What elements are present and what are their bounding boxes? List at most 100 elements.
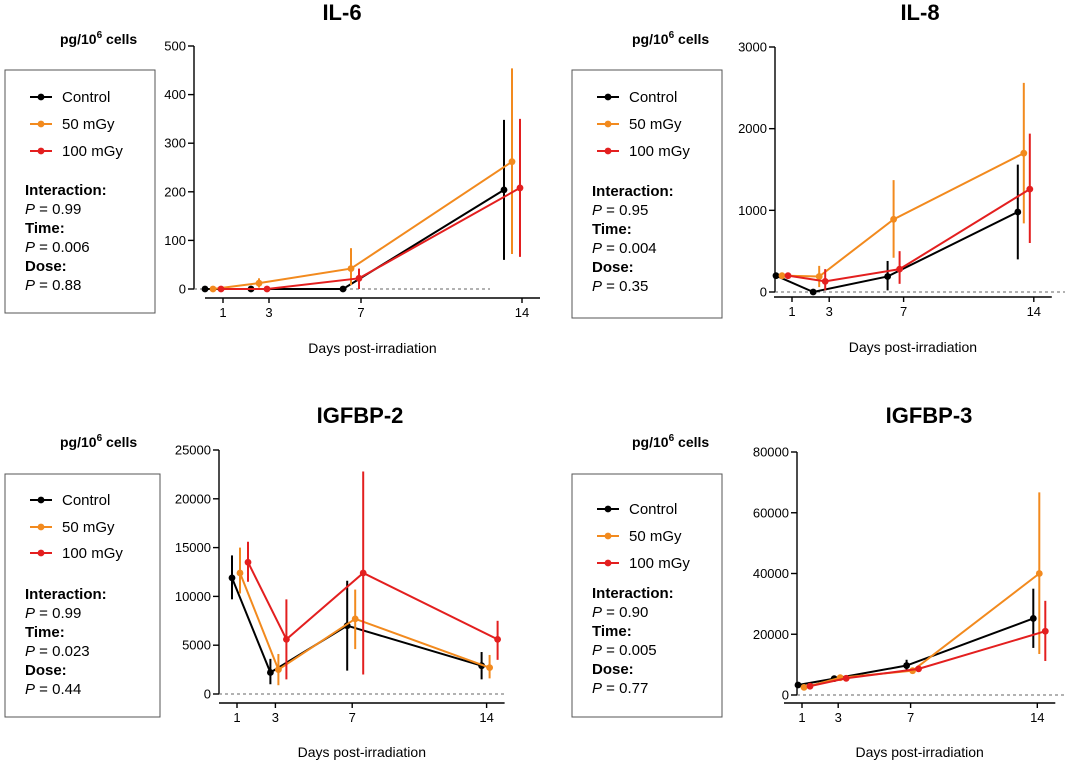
y-tick-label: 25000: [175, 443, 211, 458]
data-point: [772, 272, 780, 280]
legend-box: Control 50 mGy 100 mGy Interaction: P = 0.90…: [571, 473, 723, 718]
legend-marker: [37, 120, 45, 128]
y-tick-label: 2000: [738, 121, 767, 136]
legend-marker: [37, 549, 45, 557]
series-line: [205, 189, 505, 290]
y-tick-label: 200: [164, 184, 186, 199]
stat-label: Dose:: [25, 662, 67, 679]
legend-label: 100 mGy: [62, 545, 123, 562]
x-axis-label: Days post-irradiation: [849, 339, 977, 355]
data-point: [1026, 185, 1034, 193]
y-tick-label: 40000: [753, 566, 789, 581]
data-point: [1014, 208, 1022, 216]
y-tick-label: 100: [164, 233, 186, 248]
legend-label: 100 mGy: [629, 555, 690, 572]
chart-title: IGFBP-2: [317, 403, 404, 428]
x-tick-label: 7: [907, 710, 914, 725]
data-point: [263, 285, 271, 293]
data-point: [209, 285, 217, 293]
y-tick-label: 0: [782, 688, 789, 703]
stat-label: Dose:: [25, 258, 67, 275]
series-100-mgy: [784, 133, 1034, 291]
data-point: [347, 265, 355, 272]
y-axis-unit: pg/106 cells: [632, 30, 709, 47]
data-point: [201, 285, 209, 293]
legend-box: Control 50 mGy 100 mGy Interaction: P = 0.99…: [4, 473, 161, 718]
x-tick-label: 7: [900, 304, 907, 319]
y-tick-label: 80000: [753, 445, 789, 460]
y-tick-label: 400: [164, 87, 186, 102]
x-tick-label: 3: [265, 305, 272, 320]
series-line: [797, 617, 1034, 686]
data-point: [809, 288, 817, 296]
y-tick-label: 5000: [182, 638, 211, 653]
y-axis-unit: pg/106 cells: [60, 30, 137, 47]
series-line: [221, 187, 521, 290]
legend-marker: [604, 505, 612, 513]
x-tick-label: 14: [1027, 304, 1041, 319]
y-tick-label: 60000: [753, 505, 789, 520]
data-point: [236, 569, 244, 577]
y-tick-label: 0: [179, 282, 186, 297]
series-line: [809, 630, 1046, 688]
data-point: [784, 272, 792, 280]
series-100-mgy: [244, 471, 501, 680]
legend-box: Control 50 mGy 100 mGy Interaction: P = 0.95…: [571, 69, 723, 319]
legend-marker: [604, 147, 612, 155]
x-axis-label: Days post-irradiation: [298, 744, 426, 760]
data-point: [1029, 615, 1037, 622]
legend-marker: [37, 523, 45, 531]
legend-box: Control 50 mGy 100 mGy Interaction: P = 0.99…: [4, 69, 156, 314]
series-50-mgy: [209, 68, 516, 293]
series-line: [775, 211, 1019, 294]
chart-title: IL-8: [900, 0, 939, 25]
x-tick-label: 1: [219, 305, 226, 320]
stat-p-value: P = 0.99: [25, 605, 81, 622]
x-tick-label: 1: [798, 710, 805, 725]
y-tick-label: 20000: [753, 627, 789, 642]
data-point: [217, 285, 225, 293]
stat-p-value: P = 0.90: [592, 604, 648, 621]
y-tick-label: 20000: [175, 491, 211, 506]
x-tick-label: 3: [826, 304, 833, 319]
stat-label: Time:: [592, 623, 632, 640]
legend-label: 50 mGy: [629, 116, 682, 133]
data-point: [275, 666, 282, 673]
x-tick-label: 3: [835, 710, 842, 725]
series-line: [212, 160, 513, 290]
x-tick-label: 14: [479, 710, 493, 725]
series-line: [231, 577, 482, 674]
y-axis-unit: pg/106 cells: [60, 433, 137, 450]
legend-marker: [604, 120, 612, 128]
legend-label: Control: [629, 89, 677, 106]
data-point: [800, 684, 808, 691]
legend-marker: [37, 93, 45, 101]
series-50-mgy: [236, 547, 493, 686]
legend-frame: [571, 473, 723, 718]
series-100-mgy: [806, 600, 1049, 690]
chart-title: IL-6: [322, 0, 361, 25]
series-line: [787, 188, 1031, 283]
stat-label: Interaction:: [592, 585, 674, 602]
stat-label: Interaction:: [592, 183, 674, 200]
series-control: [772, 164, 1022, 296]
x-tick-label: 7: [357, 305, 364, 320]
stat-label: Time:: [25, 624, 65, 641]
data-point: [255, 279, 263, 287]
x-tick-label: 7: [349, 710, 356, 725]
data-point: [821, 277, 829, 285]
stat-p-value: P = 0.99: [25, 201, 81, 218]
chart-panel-il-6: IL-6 pg/106 cells 0 100 200 300 400 500 1 3 7 14 Day…: [4, 0, 540, 356]
legend-label: Control: [62, 89, 110, 106]
data-point: [500, 186, 508, 194]
stat-p-value: P = 0.95: [592, 202, 648, 219]
x-tick-label: 3: [272, 710, 279, 725]
data-point: [351, 615, 359, 623]
legend-label: 50 mGy: [62, 116, 115, 133]
chart-panel-igfbp-2: IGFBP-2 pg/106 cells 0 5000 10000 15000 20000 2…: [4, 403, 507, 760]
legend-label: Control: [62, 492, 110, 509]
data-point: [267, 669, 274, 676]
legend-marker: [604, 93, 612, 101]
series-50-mgy: [778, 82, 1028, 288]
